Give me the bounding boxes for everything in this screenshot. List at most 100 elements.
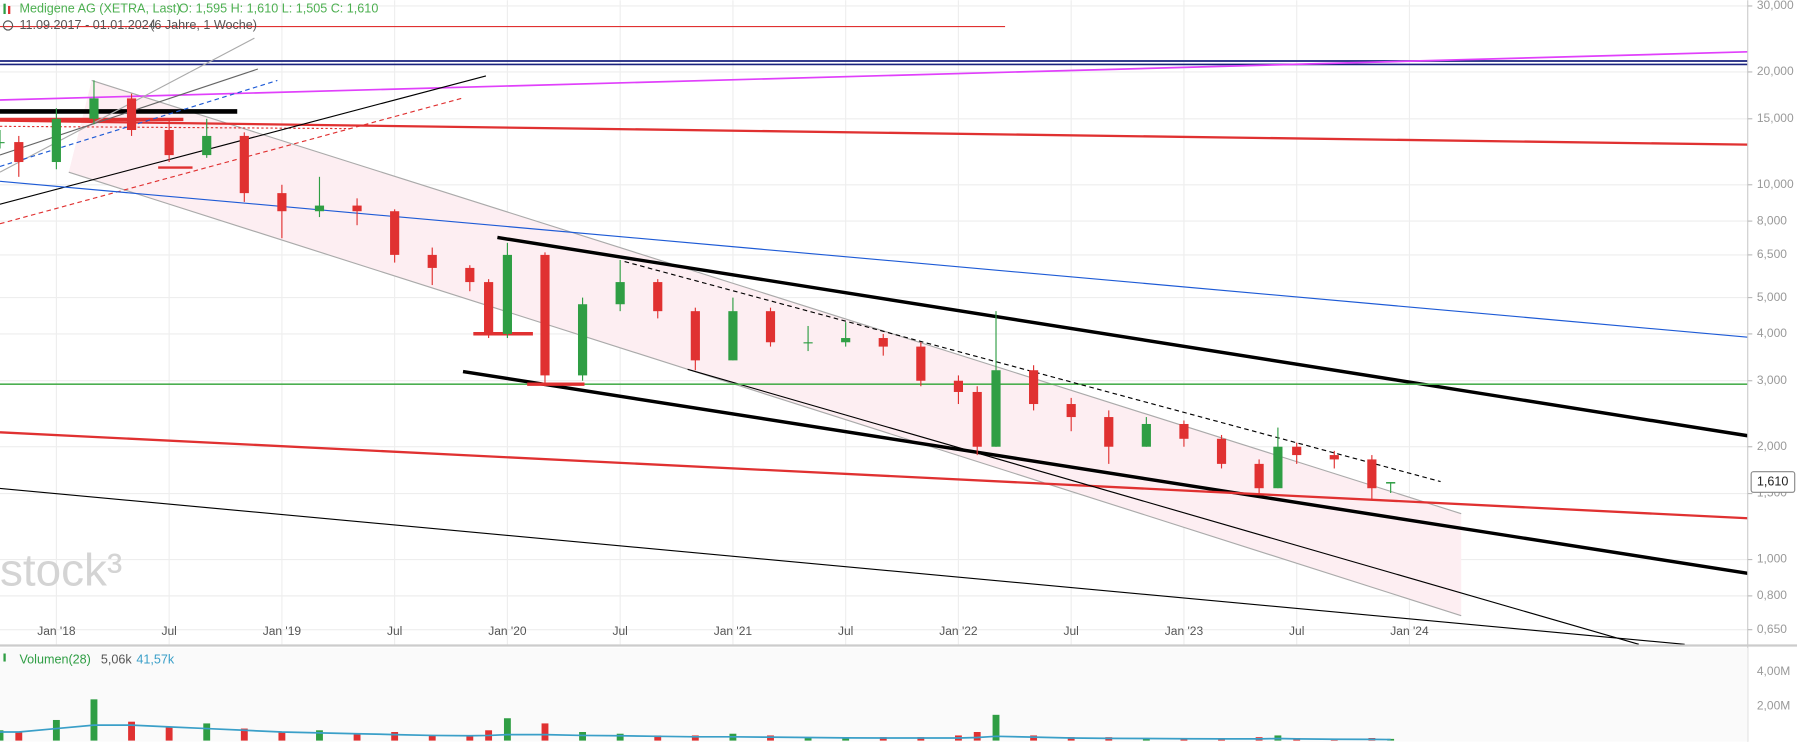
volume-bar: [0, 730, 4, 741]
candle-body: [690, 311, 700, 361]
candle-body: [427, 254, 437, 268]
trendline: [462, 369, 1748, 575]
trendline: [624, 260, 1441, 483]
y-tick-label: 20,000: [1757, 64, 1794, 78]
candle-body: [765, 311, 776, 343]
volume-bar: [541, 723, 549, 741]
trendline: [0, 431, 1748, 520]
trendline: [497, 235, 1748, 438]
candle-body: [1254, 463, 1264, 489]
candle-body: [1367, 459, 1377, 489]
trendline: [0, 487, 1685, 645]
x-tick-label: Jan '23: [1165, 624, 1204, 638]
icon: [8, 5, 11, 15]
volume-bar: [52, 719, 60, 741]
channel-fill: [68, 80, 1462, 616]
candle-body: [1066, 404, 1076, 418]
y-tick-label: 15,000: [1757, 111, 1794, 125]
candle-body: [202, 135, 212, 156]
x-tick-label: Jan '18: [37, 624, 76, 638]
volume-bar: [842, 737, 850, 741]
header: Medigene AG (XETRA, Last) O: 1,595 H: 1,…: [2, 2, 378, 667]
x-tick-label: Jul: [387, 624, 402, 638]
candle-body: [352, 205, 362, 212]
candle-body: [1179, 423, 1189, 439]
volume-bar: [128, 721, 135, 741]
y-tick-label: 30,000: [1757, 0, 1794, 12]
y-tick-label: 6,500: [1757, 247, 1787, 261]
volume: [0, 699, 1395, 741]
candle-body: [991, 370, 1001, 447]
trendline: [91, 79, 1462, 515]
volume-ma: [0, 724, 1391, 741]
volume-bar: [466, 735, 474, 741]
volume-bar: [616, 733, 624, 741]
volume-bar: [353, 733, 361, 741]
y-tick-label: 4,000: [1757, 326, 1787, 340]
candle-body: [1292, 446, 1302, 456]
x-tick-label: Jul: [612, 624, 627, 638]
trendline: [687, 368, 1640, 645]
candle-body: [51, 118, 61, 163]
icon: [2, 20, 14, 31]
candle-body: [728, 311, 738, 361]
volume-bar: [503, 718, 511, 741]
title: Medigene AG (XETRA, Last): [19, 2, 180, 16]
last-price-box: [1750, 471, 1796, 493]
x-tick-label: Jul: [161, 624, 176, 638]
volume-bar: [391, 732, 399, 741]
candle-body: [89, 98, 99, 119]
y-tick-label: 0,800: [1757, 588, 1787, 602]
y-tick-label: 10,000: [1757, 177, 1794, 191]
x-tick-label: Jul: [838, 624, 853, 638]
y-tick-label: 5,000: [1757, 290, 1787, 304]
y-tick-label: 2,00M: [1757, 698, 1790, 712]
candle-body: [1029, 370, 1039, 405]
candle-body: [390, 211, 400, 255]
x-tick-label: Jan '24: [1390, 624, 1429, 638]
volume-bar: [278, 732, 286, 741]
candle-body: [540, 254, 550, 376]
candles: [0, 80, 1396, 500]
volume-bar: [973, 732, 981, 741]
candle-body: [841, 338, 851, 343]
candle-body: [916, 346, 926, 381]
candle-body: [878, 338, 888, 347]
volume-bar: [691, 735, 699, 741]
candle-body: [484, 282, 494, 334]
date-range: 11.09.2017 - 01.01.2024: [19, 18, 155, 32]
candle-body: [1141, 423, 1151, 447]
y-tick-label: 1,000: [1757, 552, 1787, 566]
trendline: [0, 119, 1748, 146]
candle-body: [0, 142, 5, 144]
volume-title: Volumen(28): [19, 653, 90, 667]
volume-stat: 5,06k: [101, 653, 133, 667]
volume-bar: [316, 730, 323, 741]
volume-bar: [165, 726, 173, 741]
volume-bar: [1067, 737, 1075, 741]
candle-body: [164, 130, 174, 156]
y-tick-label: 2,000: [1757, 439, 1787, 453]
axes: Jan '18 Jul Jan '19 Jul Jan '20 Jul Jan '21 Jul…: [37, 0, 1796, 712]
trendline: [0, 125, 350, 130]
y-tick-label: 4,00M: [1757, 664, 1790, 678]
candle-body: [1273, 446, 1283, 489]
volume-panel: [0, 647, 1748, 742]
volume-bar: [654, 735, 662, 741]
volume-bar: [90, 699, 98, 741]
y-tick-label: 8,000: [1757, 213, 1787, 227]
volume-stat: 41,57k: [136, 653, 175, 667]
candle-body: [577, 304, 588, 376]
last-price-label: 1,610: [1757, 474, 1789, 488]
candle-body: [653, 282, 663, 312]
x-tick-label: Jan '22: [939, 624, 978, 638]
candle-body: [277, 193, 287, 212]
period: (6 Jahre, 1 Woche): [150, 18, 257, 32]
trendline: [0, 79, 278, 167]
y-tick-label: 3,000: [1757, 373, 1787, 387]
candle-body: [972, 391, 982, 447]
candle-body: [126, 98, 137, 131]
volume-bar: [15, 732, 23, 741]
volume-bar: [804, 737, 812, 741]
